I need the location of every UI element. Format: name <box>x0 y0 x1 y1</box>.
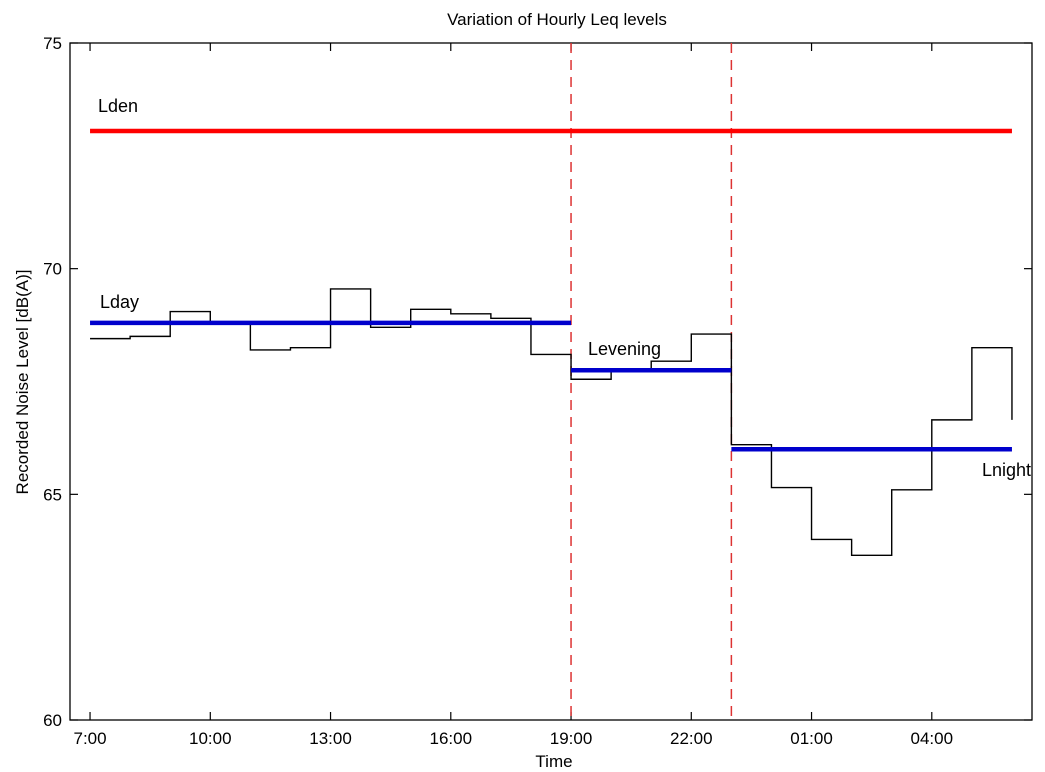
y-tick-label: 65 <box>43 485 62 504</box>
period-dividers <box>570 43 733 720</box>
plot-frame <box>69 42 1033 721</box>
x-axis-title: Time <box>535 752 572 771</box>
x-tick-label: 16:00 <box>430 729 473 748</box>
hourly-leq-line <box>90 288 1013 556</box>
x-tick-label: 13:00 <box>309 729 352 748</box>
x-tick-label: 01:00 <box>790 729 833 748</box>
period-level-series: Lday Levening Lnight <box>90 292 1031 480</box>
x-tick-label: 10:00 <box>189 729 232 748</box>
chart-title: Variation of Hourly Leq levels <box>447 10 667 29</box>
y-axis-title: Recorded Noise Level [dB(A)] <box>13 270 32 495</box>
lden-series: Lden <box>90 96 1012 134</box>
hourly-leq-series <box>90 288 1013 556</box>
x-tick-label: 22:00 <box>670 729 713 748</box>
lden-label: Lden <box>98 96 138 116</box>
y-tick-label: 75 <box>43 34 62 53</box>
x-tick-label: 7:00 <box>73 729 106 748</box>
levening-label: Levening <box>588 339 661 359</box>
y-tick-label: 60 <box>43 711 62 730</box>
x-tick-label: 04:00 <box>911 729 954 748</box>
x-axis: 7:00 10:00 13:00 16:00 19:00 22:00 01:00 04:00 <box>73 43 953 748</box>
y-axis: 60 65 70 75 <box>43 34 1032 730</box>
y-tick-label: 70 <box>43 260 62 279</box>
x-tick-label: 19:00 <box>550 729 593 748</box>
lnight-label: Lnight <box>982 460 1031 480</box>
lday-label: Lday <box>100 292 139 312</box>
